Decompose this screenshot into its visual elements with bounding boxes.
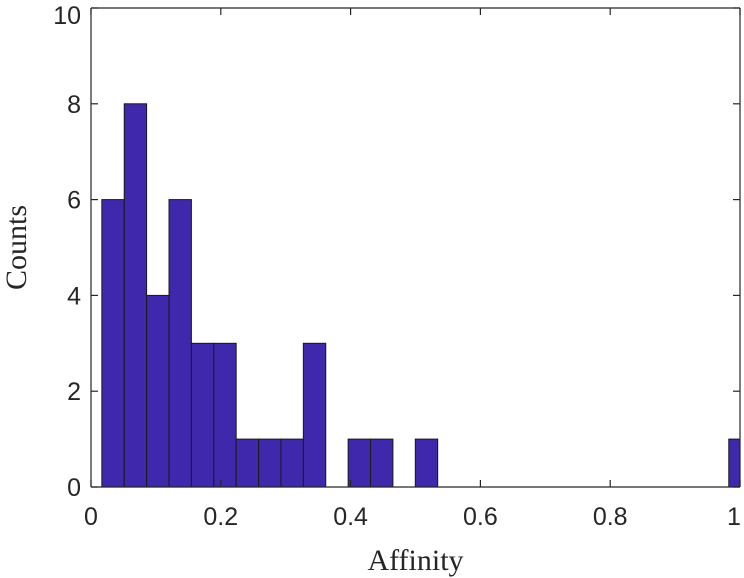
x-tick-label: 0.2: [203, 503, 238, 531]
histogram-bar: [728, 438, 740, 487]
y-tick-label: 4: [67, 282, 81, 310]
y-tick-label: 2: [67, 378, 81, 406]
histogram-bar: [302, 342, 327, 487]
bars-group: [101, 103, 740, 487]
y-axis-label: Counts: [0, 205, 33, 290]
x-tick-label: 0: [84, 503, 98, 531]
y-ticks: 0 2 4 6 8 10: [53, 2, 740, 502]
histogram-bar: [370, 438, 394, 487]
x-tick-label: 0.6: [463, 503, 498, 531]
histogram-bar: [213, 342, 237, 487]
x-tick-label: 0.4: [333, 503, 368, 531]
histogram-bar: [347, 438, 372, 487]
x-ticks: 0 0.2 0.4 0.6 0.8 1: [84, 8, 741, 531]
histogram-bar: [414, 438, 439, 487]
y-tick-label: 6: [67, 187, 81, 215]
histogram-bar: [101, 199, 125, 487]
histogram-bar: [123, 103, 148, 487]
histogram-bar: [258, 438, 282, 487]
histogram-bar: [280, 438, 304, 487]
x-tick-label: 0.8: [593, 503, 628, 531]
x-tick-label: 1: [727, 503, 741, 531]
histogram-bar: [146, 294, 170, 487]
histogram-bar: [235, 438, 260, 487]
y-tick-label: 10: [53, 2, 81, 30]
axes-group: [90, 7, 741, 488]
y-tick-label: 8: [67, 91, 81, 119]
histogram-bar: [190, 342, 215, 487]
x-axis-label: Affinity: [367, 544, 463, 577]
y-tick-label: 0: [67, 474, 81, 502]
histogram-bar: [168, 199, 192, 487]
